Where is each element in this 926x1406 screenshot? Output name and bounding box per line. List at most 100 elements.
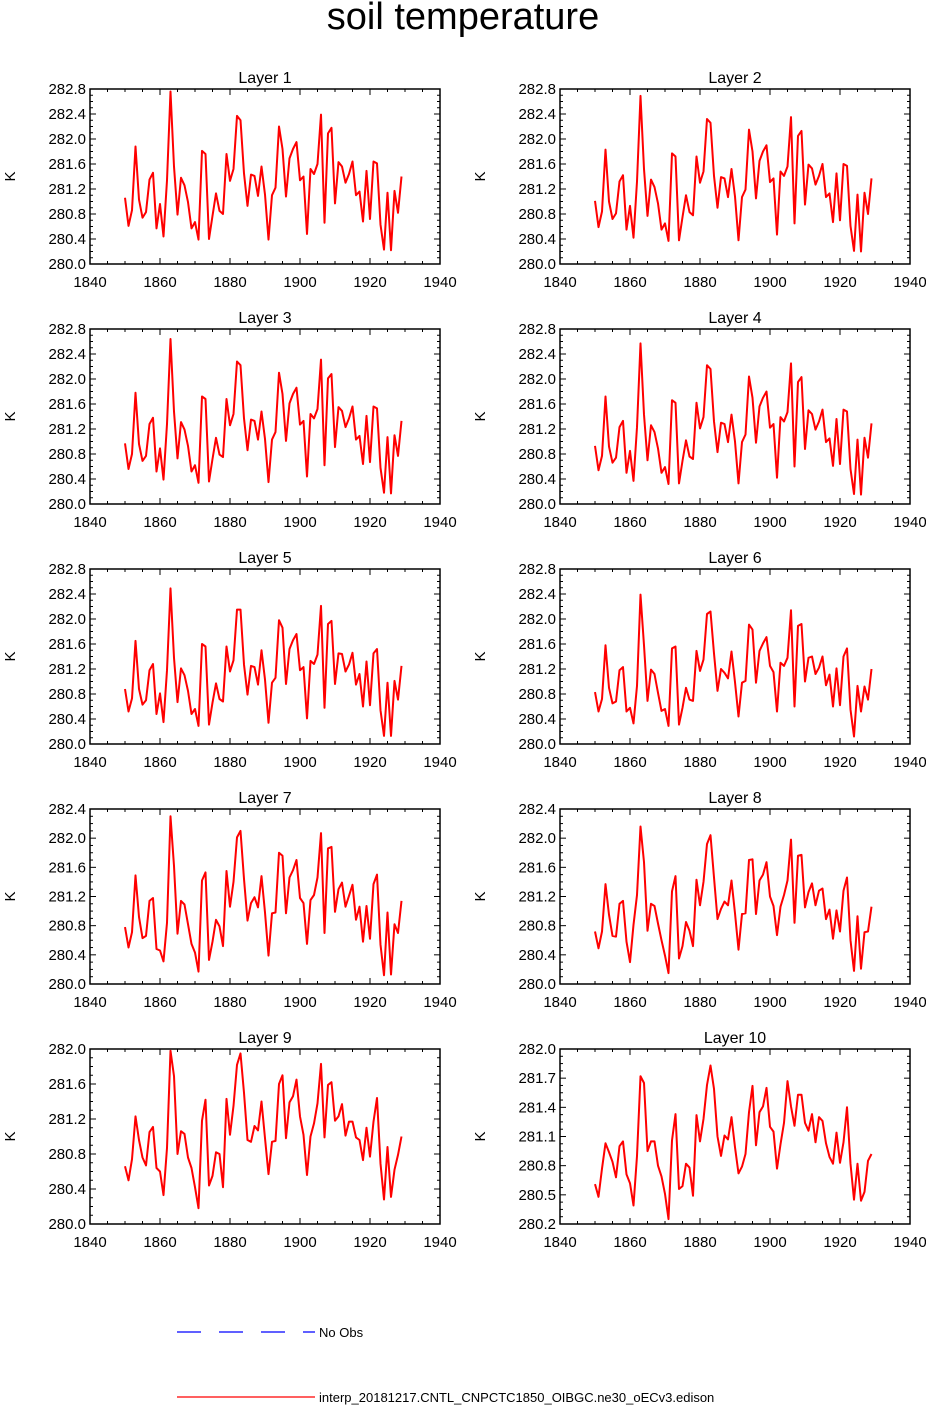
- y-axis-label: K: [472, 411, 489, 421]
- y-tick-label: 281.2: [518, 421, 556, 438]
- panel-title: Layer 4: [708, 310, 761, 327]
- series-line: [124, 1049, 403, 1210]
- x-tick-label: 1920: [823, 514, 856, 531]
- chart-panel-10: Layer 10 K 1840 1860 1880 1900 1920 1940 280.2 28…: [472, 1030, 926, 1251]
- y-tick-label: 281.6: [48, 156, 86, 173]
- y-tick-label: 281.6: [48, 396, 86, 413]
- y-tick-label: 281.6: [48, 1076, 86, 1093]
- chart-panel-4: Layer 4 K 1840 1860 1880 1900 1920 1940 280.0 280…: [472, 310, 926, 531]
- series-line: [124, 815, 403, 977]
- x-tick-label: 1940: [893, 994, 926, 1011]
- x-tick-label: 1900: [753, 514, 786, 531]
- chart-panel-7: Layer 7 K 1840 1860 1880 1900 1920 1940 280.0 280…: [2, 790, 457, 1011]
- y-axis-label: K: [472, 891, 489, 901]
- chart-panel-2: Layer 2 K 1840 1860 1880 1900 1920 1940 280.0 280…: [472, 70, 926, 291]
- x-tick-label: 1860: [143, 754, 176, 771]
- plot-frame: [89, 1048, 441, 1225]
- y-tick-label: 281.6: [48, 636, 86, 653]
- x-tick-label: 1880: [683, 994, 716, 1011]
- x-tick-label: 1860: [143, 514, 176, 531]
- y-axis-label: K: [2, 651, 19, 661]
- x-tick-label: 1900: [753, 274, 786, 291]
- x-tick-label: 1920: [823, 754, 856, 771]
- x-tick-label: 1840: [73, 1234, 106, 1251]
- y-tick-label: 280.4: [518, 711, 556, 728]
- x-tick-label: 1920: [353, 514, 386, 531]
- x-tick-label: 1840: [543, 514, 576, 531]
- plot-frame: [89, 568, 441, 745]
- y-tick-label: 282.0: [48, 830, 86, 847]
- y-tick-label: 280.5: [518, 1187, 556, 1204]
- y-tick-label: 282.8: [48, 321, 86, 338]
- plot-frame: [559, 88, 911, 265]
- panels: Layer 1 K 1840 1860 1880 1900 1920 1940 280.0 280…: [2, 70, 926, 1251]
- y-tick-label: 280.8: [518, 686, 556, 703]
- y-tick-label: 281.2: [48, 1111, 86, 1128]
- y-tick-label: 281.2: [48, 889, 86, 906]
- x-tick-label: 1920: [353, 274, 386, 291]
- y-tick-label: 282.8: [518, 321, 556, 338]
- x-tick-label: 1940: [423, 514, 456, 531]
- y-tick-label: 282.4: [518, 346, 556, 363]
- panel-title: Layer 3: [238, 310, 291, 327]
- x-tick-label: 1880: [683, 754, 716, 771]
- x-tick-label: 1840: [73, 754, 106, 771]
- x-tick-label: 1860: [613, 754, 646, 771]
- y-tick-label: 281.2: [518, 181, 556, 198]
- x-tick-label: 1860: [143, 994, 176, 1011]
- x-tick-label: 1880: [213, 994, 246, 1011]
- figure-title: soil temperature: [327, 0, 599, 38]
- y-tick-label: 280.4: [518, 231, 556, 248]
- x-tick-label: 1900: [283, 274, 316, 291]
- x-tick-label: 1900: [753, 994, 786, 1011]
- x-tick-label: 1840: [543, 1234, 576, 1251]
- x-tick-label: 1880: [213, 754, 246, 771]
- y-tick-label: 282.4: [518, 586, 556, 603]
- y-tick-label: 282.4: [48, 346, 86, 363]
- x-tick-label: 1940: [423, 1234, 456, 1251]
- y-tick-label: 282.8: [518, 561, 556, 578]
- plot-frame: [559, 328, 911, 505]
- y-tick-label: 282.8: [518, 81, 556, 98]
- plot-frame: [89, 328, 441, 505]
- y-tick-label: 282.0: [518, 830, 556, 847]
- y-tick-label: 280.0: [518, 976, 556, 993]
- y-tick-label: 281.2: [518, 661, 556, 678]
- y-tick-label: 280.4: [518, 471, 556, 488]
- plot-frame: [89, 88, 441, 265]
- x-tick-label: 1940: [893, 1234, 926, 1251]
- chart-panel-6: Layer 6 K 1840 1860 1880 1900 1920 1940 280.0 280…: [472, 550, 926, 771]
- x-tick-label: 1900: [753, 754, 786, 771]
- x-tick-label: 1880: [683, 1234, 716, 1251]
- series-line: [124, 338, 403, 495]
- x-tick-label: 1940: [423, 994, 456, 1011]
- y-axis-label: K: [2, 171, 19, 181]
- y-tick-label: 281.2: [48, 661, 86, 678]
- y-tick-label: 282.8: [48, 81, 86, 98]
- y-tick-label: 280.4: [48, 947, 86, 964]
- y-tick-label: 280.0: [48, 736, 86, 753]
- x-tick-label: 1860: [613, 1234, 646, 1251]
- y-tick-label: 282.4: [518, 801, 556, 818]
- y-tick-label: 281.6: [518, 636, 556, 653]
- x-tick-label: 1880: [213, 274, 246, 291]
- y-tick-label: 282.0: [518, 611, 556, 628]
- y-tick-label: 280.8: [48, 206, 86, 223]
- panel-title: Layer 1: [238, 70, 291, 87]
- legend-model-label: interp_20181217.CNTL_CNPCTC1850_OIBGC.ne…: [319, 1390, 714, 1405]
- y-tick-label: 281.6: [518, 859, 556, 876]
- x-tick-label: 1940: [423, 274, 456, 291]
- legend-obs-label: No Obs: [319, 1325, 364, 1340]
- y-tick-label: 281.2: [48, 181, 86, 198]
- y-tick-label: 280.8: [518, 446, 556, 463]
- y-tick-label: 282.4: [48, 801, 86, 818]
- panel-title: Layer 9: [238, 1030, 291, 1047]
- x-tick-label: 1840: [543, 754, 576, 771]
- x-tick-label: 1880: [213, 1234, 246, 1251]
- y-tick-label: 280.8: [518, 918, 556, 935]
- series-line: [594, 94, 873, 253]
- y-tick-label: 280.0: [48, 496, 86, 513]
- legend: No Obs interp_20181217.CNTL_CNPCTC1850_O…: [177, 1325, 714, 1405]
- y-axis-label: K: [2, 411, 19, 421]
- y-tick-label: 280.0: [48, 1216, 86, 1233]
